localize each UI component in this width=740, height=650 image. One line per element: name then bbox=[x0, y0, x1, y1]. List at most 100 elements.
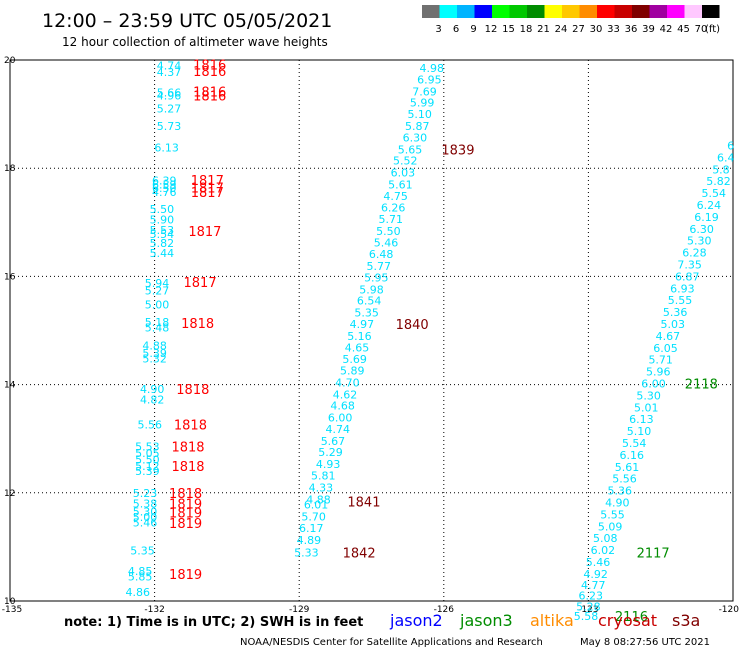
legend-label: 42 bbox=[660, 24, 673, 35]
wave-height-point: 5.23 bbox=[133, 487, 158, 500]
pass-time-label: 1818 bbox=[169, 487, 202, 502]
y-tick-label: 12 bbox=[4, 489, 15, 499]
wave-height-point: 5.38 bbox=[133, 498, 158, 511]
wave-height-point: 6.13 bbox=[629, 413, 654, 426]
wave-height-point: 5.50 bbox=[135, 453, 160, 466]
wave-height-point: 4.90 bbox=[140, 383, 165, 396]
wave-height-point: 5.54 bbox=[150, 228, 175, 241]
satellite-name: cryosat bbox=[598, 611, 657, 630]
wave-height-point: 5.99 bbox=[410, 97, 435, 110]
pass-time-label: 1819 bbox=[169, 506, 202, 521]
wave-height-point: 4.74 bbox=[326, 423, 351, 436]
wave-height-point: 5.61 bbox=[615, 461, 640, 474]
wave-height-point: 4.93 bbox=[316, 458, 341, 471]
satellite-legend: jason2 jason3 altika cryosat s3a bbox=[389, 611, 700, 630]
legend-label: 3 bbox=[435, 24, 441, 35]
wave-height-point: 5.85 bbox=[128, 571, 153, 584]
pass-time-label: 1840 bbox=[396, 318, 429, 333]
wave-height-point: 6.00 bbox=[641, 378, 666, 391]
legend-label: 39 bbox=[642, 24, 655, 35]
pass-time-label: 1816 bbox=[193, 85, 226, 100]
legend-label: 30 bbox=[590, 24, 603, 35]
wave-height-point: 5.48 bbox=[145, 321, 170, 334]
wave-height-labels: 4.744.375.664.965.275.736.136.396.596.50… bbox=[125, 59, 734, 623]
wave-height-point: 5.32 bbox=[142, 353, 167, 366]
wave-height-point: 4.89 bbox=[297, 534, 322, 547]
wave-height-point: 6.03 bbox=[391, 167, 416, 180]
legend-swatch bbox=[474, 5, 492, 18]
plot-frame bbox=[9, 59, 734, 602]
wave-height-point: 6.93 bbox=[670, 282, 695, 295]
wave-height-point: 5.81 bbox=[311, 469, 336, 482]
wave-height-point: 4.65 bbox=[345, 341, 370, 354]
wave-height-point: 5.96 bbox=[646, 366, 671, 379]
chart-title: 12:00 – 23:59 UTC 05/05/2021 bbox=[42, 10, 332, 32]
wave-height-point: 5.52 bbox=[393, 155, 418, 168]
wave-height-point: 4.75 bbox=[383, 190, 408, 203]
x-tick-label: -120 bbox=[719, 605, 740, 615]
legend-swatch bbox=[527, 5, 545, 18]
wave-height-point: 6.30 bbox=[689, 223, 714, 236]
footer-credit: NOAA/NESDIS Center for Satellite Applica… bbox=[240, 637, 543, 648]
wave-height-point: 5.73 bbox=[157, 120, 182, 133]
wave-height-point: 6.48 bbox=[369, 248, 394, 261]
wave-height-point: 5.71 bbox=[648, 354, 673, 367]
wave-height-point: 5.61 bbox=[388, 178, 413, 191]
wave-height-point: 5.94 bbox=[145, 277, 170, 290]
wave-height-point: 5.70 bbox=[301, 511, 326, 524]
wave-height-point: 6.19 bbox=[694, 211, 719, 224]
wave-height-point: 5.39 bbox=[142, 347, 167, 360]
wave-height-point: 4.82 bbox=[140, 394, 165, 407]
wave-height-point: 5.77 bbox=[366, 260, 391, 273]
wave-height-point: 5.55 bbox=[668, 294, 693, 307]
wave-height-point: 5.71 bbox=[379, 213, 404, 226]
wave-height-point: 5.46 bbox=[133, 517, 158, 530]
wave-height-point: 5.28 bbox=[576, 600, 601, 613]
legend-swatch bbox=[492, 5, 510, 18]
satellite-name: jason2 bbox=[389, 611, 443, 630]
wave-height-point: 4.90 bbox=[605, 497, 630, 510]
footer-timestamp: May 8 08:27:56 UTC 2021 bbox=[580, 637, 710, 648]
wave-height-point: 4.62 bbox=[333, 388, 358, 401]
pass-time-label: 1816 bbox=[193, 58, 226, 73]
wave-height-point: 4.97 bbox=[350, 318, 375, 331]
wave-height-point: 5.08 bbox=[593, 532, 618, 545]
wave-height-point: 5.56 bbox=[612, 473, 637, 486]
wave-height-point: 6.13 bbox=[154, 142, 179, 155]
legend-unit: (ft) bbox=[705, 24, 720, 35]
wave-height-point: 6 bbox=[727, 139, 734, 152]
wave-height-point: 6.05 bbox=[653, 342, 678, 355]
wave-height-point: 4.67 bbox=[656, 330, 681, 343]
wave-height-point: 6.02 bbox=[591, 544, 616, 557]
wave-height-point: 5.95 bbox=[364, 271, 389, 284]
wave-height-point: 5.00 bbox=[133, 511, 158, 524]
x-tick-label: -135 bbox=[2, 605, 22, 615]
wave-height-point: 5.33 bbox=[294, 546, 319, 559]
wave-height-point: 5.46 bbox=[586, 556, 611, 569]
satellite-name: altika bbox=[530, 611, 574, 630]
wave-height-point: 5.54 bbox=[701, 187, 726, 200]
wave-height-point: 6.30 bbox=[403, 131, 428, 144]
wave-height-point: 7.35 bbox=[677, 258, 702, 271]
wave-height-point: 5.35 bbox=[354, 307, 379, 320]
wave-height-point: 5.30 bbox=[133, 506, 158, 519]
x-tick-label: -129 bbox=[289, 605, 310, 615]
wave-height-point: 6.26 bbox=[381, 202, 406, 215]
legend-swatch bbox=[439, 5, 457, 18]
wave-height-point: 5.10 bbox=[627, 425, 652, 438]
grid-lines bbox=[9, 59, 734, 602]
wave-height-point: 5.27 bbox=[157, 103, 182, 116]
x-tick-label: -123 bbox=[578, 605, 598, 615]
wave-height-point: 5.46 bbox=[374, 236, 399, 249]
wave-height-point: 6.00 bbox=[328, 412, 353, 425]
legend-label: 18 bbox=[520, 24, 533, 35]
wave-height-point: 6.39 bbox=[152, 175, 177, 188]
y-tick-label: 14 bbox=[4, 381, 16, 391]
y-tick-label: 10 bbox=[4, 597, 16, 607]
legend-label: 70 bbox=[695, 24, 708, 35]
legend-label: 9 bbox=[470, 24, 476, 35]
wave-height-point: 4.37 bbox=[157, 66, 182, 79]
wave-height-point: 5.18 bbox=[145, 316, 170, 329]
legend-label: 27 bbox=[572, 24, 585, 35]
chart-subtitle: 12 hour collection of altimeter wave hei… bbox=[62, 35, 328, 49]
